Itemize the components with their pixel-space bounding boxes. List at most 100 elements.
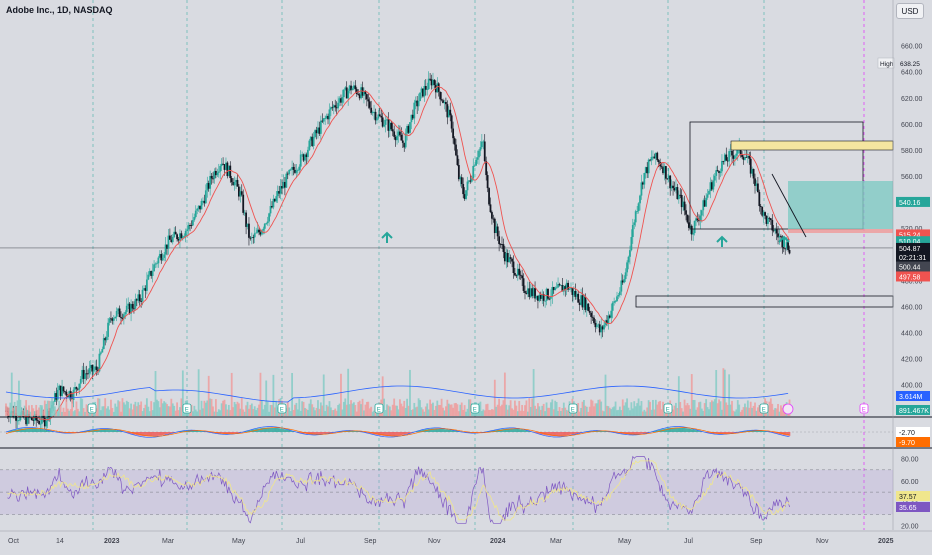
candle [658,160,660,162]
macd-histogram-bar [258,428,260,432]
candle [783,247,785,248]
currency-button[interactable]: USD [896,3,924,19]
macd-histogram-bar [570,432,572,435]
candle [491,212,493,219]
candle [589,311,591,313]
earnings-marker: E [278,404,286,414]
candle [63,387,65,392]
candle [334,105,336,107]
candle [633,222,635,225]
macd-histogram-bar [380,432,382,435]
candle [385,120,387,125]
candle [392,129,394,131]
candle [656,153,658,160]
candle [760,206,762,207]
price-label: 540.16 [899,200,921,207]
candle [720,171,722,173]
candle [692,233,694,234]
macd-histogram-bar [399,432,401,435]
macd-histogram-bar [636,432,638,434]
macd-histogram-bar [667,428,669,432]
candle [514,273,516,275]
candle [439,92,441,99]
candle [65,392,67,396]
candle [636,211,638,212]
macd-histogram-bar [516,429,518,432]
candle [449,110,451,116]
candle [787,242,789,250]
macd-histogram-bar [688,429,690,432]
candle [487,175,489,188]
candle [481,142,483,148]
candle [313,137,315,146]
symbol-title: Adobe Inc., 1D, NASDAQ [6,5,113,15]
macd-histogram-bar [786,432,788,435]
candle [116,311,118,317]
candle [146,280,148,291]
candle [396,136,398,140]
candle [651,157,653,161]
macd-histogram-bar [563,432,565,436]
candle [461,177,463,184]
candle [367,99,369,101]
candle [162,258,164,260]
candle [454,138,456,144]
volume-label: 891.467K [899,408,929,415]
macd-histogram-bar [444,429,446,432]
earnings-marker-label: E [90,408,94,414]
candle [544,301,546,302]
macd-histogram-bar [547,432,549,435]
macd-histogram-bar [107,429,109,432]
candle [156,263,158,264]
candle [132,304,134,309]
macd-histogram-bar [37,429,39,432]
macd-histogram-bar [320,432,322,434]
macd-histogram-bar [549,432,551,436]
macd-histogram-bar [235,432,237,433]
candle [757,183,759,192]
candle [629,250,631,257]
volume-label: 3.614M [899,394,923,401]
earnings-marker: E [183,404,191,414]
macd-histogram-bar [274,428,276,432]
earnings-marker: E [569,404,577,414]
candle [685,210,687,214]
macd-histogram-bar [280,429,282,432]
volume-bar [291,373,293,416]
candle [712,180,714,189]
candle [205,190,207,203]
macd-histogram-bar [392,432,394,436]
candle [559,284,561,285]
candle [484,141,486,160]
candle [547,289,549,299]
earnings-marker-label: E [666,408,670,414]
macd-histogram-bar [697,431,699,432]
candle [153,264,155,271]
dividend-icon [783,404,793,414]
macd-histogram-bar [33,428,35,432]
macd-histogram-bar [695,430,697,432]
macd-histogram-bar [573,432,575,434]
candle [352,88,354,90]
candle [455,145,457,156]
macd-histogram-bar [681,428,683,432]
candle [498,236,500,244]
rsi-label: 37.57 [899,494,917,501]
candle [390,123,392,129]
earnings-marker-label: E [377,408,381,414]
candle [616,296,618,301]
time-tick-label: Mar [162,538,175,545]
macd-histogram-bar [323,432,325,434]
candle [114,317,116,318]
price-label: 500.44 [899,265,921,272]
macd-histogram-bar [281,429,283,432]
candle [735,154,737,156]
candle [569,289,571,290]
candle [264,224,266,229]
candle [157,258,159,264]
macd-histogram-bar [231,432,233,434]
macd-histogram-bar [644,432,646,433]
